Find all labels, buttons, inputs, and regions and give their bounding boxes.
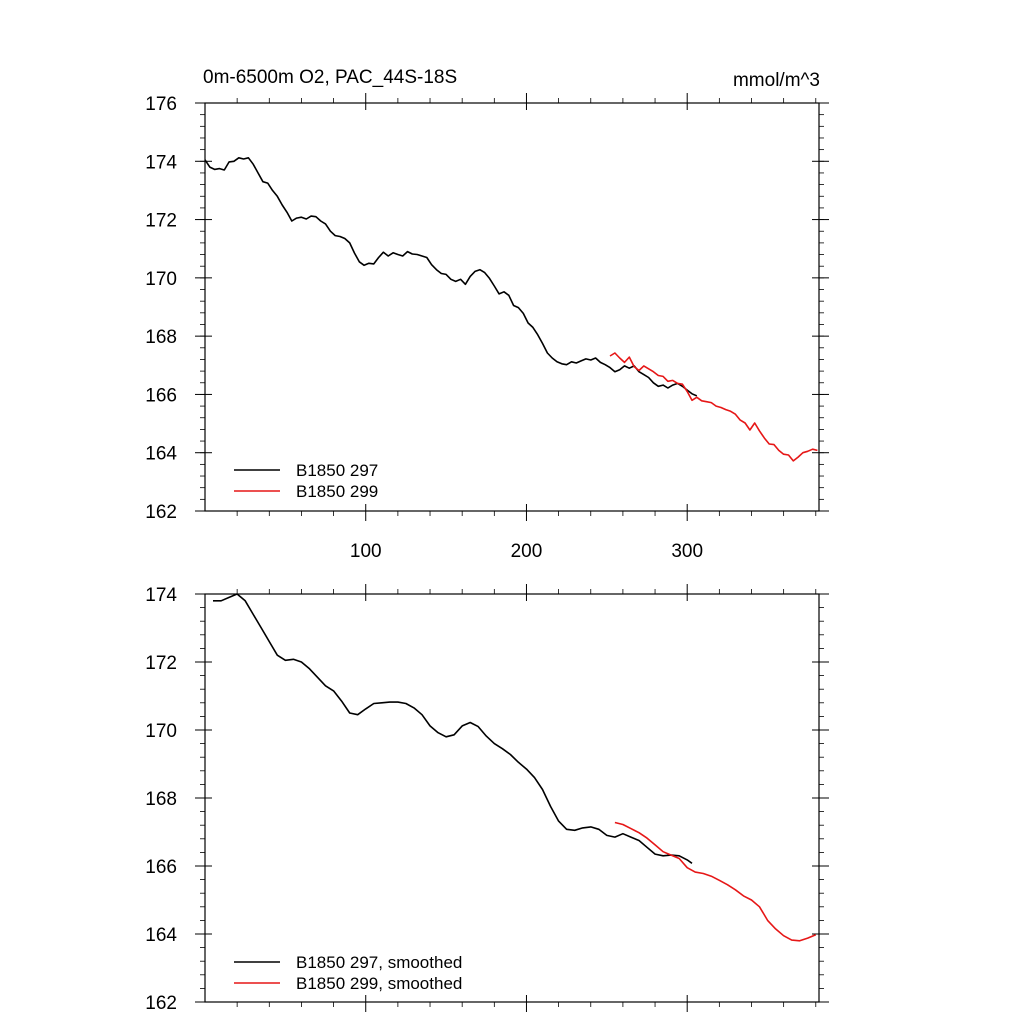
bottom-series-group bbox=[213, 593, 817, 942]
y-tick-label: 176 bbox=[145, 94, 177, 115]
y-tick-label: 170 bbox=[145, 721, 177, 742]
legend-entry-299-smoothed: B1850 299, smoothed bbox=[296, 974, 462, 993]
y-tick-label: 162 bbox=[145, 502, 177, 523]
top-series-group bbox=[204, 157, 818, 462]
legend-entry-297: B1850 297 bbox=[296, 461, 378, 480]
y-tick-label: 164 bbox=[145, 444, 177, 465]
y-tick-label: 172 bbox=[145, 653, 177, 674]
top-legend: B1850 297 B1850 299 bbox=[234, 461, 378, 501]
y-tick-label: 170 bbox=[145, 269, 177, 290]
bottom-legend: B1850 297, smoothed B1850 299, smoothed bbox=[234, 953, 462, 993]
legend-entry-297-smoothed: B1850 297, smoothed bbox=[296, 953, 462, 972]
bottom-plot-frame bbox=[204, 593, 820, 1003]
series-line-b1850-297-smoothed bbox=[213, 593, 693, 864]
bottom-panel: 162 164 166 168 170 172 174 B1850 297, smoothe… bbox=[145, 584, 829, 1014]
y-tick-label: 168 bbox=[145, 327, 177, 348]
y-tick-label: 168 bbox=[145, 789, 177, 810]
y-tick-label: 174 bbox=[145, 152, 177, 173]
legend-entry-299: B1850 299 bbox=[296, 482, 378, 501]
y-tick-label: 162 bbox=[145, 993, 177, 1014]
top-panel: 162 164 166 168 170 172 174 176 100 200 300 B1850 … bbox=[145, 93, 829, 562]
y-tick-label: 166 bbox=[145, 857, 177, 878]
top-ticks: 162 164 166 168 170 172 174 176 100 200 300 bbox=[145, 93, 829, 562]
x-tick-label: 200 bbox=[511, 541, 543, 562]
x-tick-label: 300 bbox=[671, 541, 703, 562]
x-tick-label: 100 bbox=[350, 541, 382, 562]
y-tick-label: 166 bbox=[145, 385, 177, 406]
y-tick-label: 174 bbox=[145, 585, 177, 606]
y-tick-label: 172 bbox=[145, 211, 177, 232]
units-label: mmol/m^3 bbox=[733, 70, 820, 91]
top-plot-frame bbox=[204, 102, 820, 512]
series-line-b1850-299-smoothed bbox=[614, 821, 817, 942]
series-line-b1850-297 bbox=[204, 157, 698, 397]
chart-title: 0m-6500m O2, PAC_44S-18S bbox=[203, 67, 457, 88]
y-tick-label: 164 bbox=[145, 925, 177, 946]
series-line-b1850-299 bbox=[609, 352, 818, 462]
bottom-ticks: 162 164 166 168 170 172 174 bbox=[145, 584, 829, 1014]
